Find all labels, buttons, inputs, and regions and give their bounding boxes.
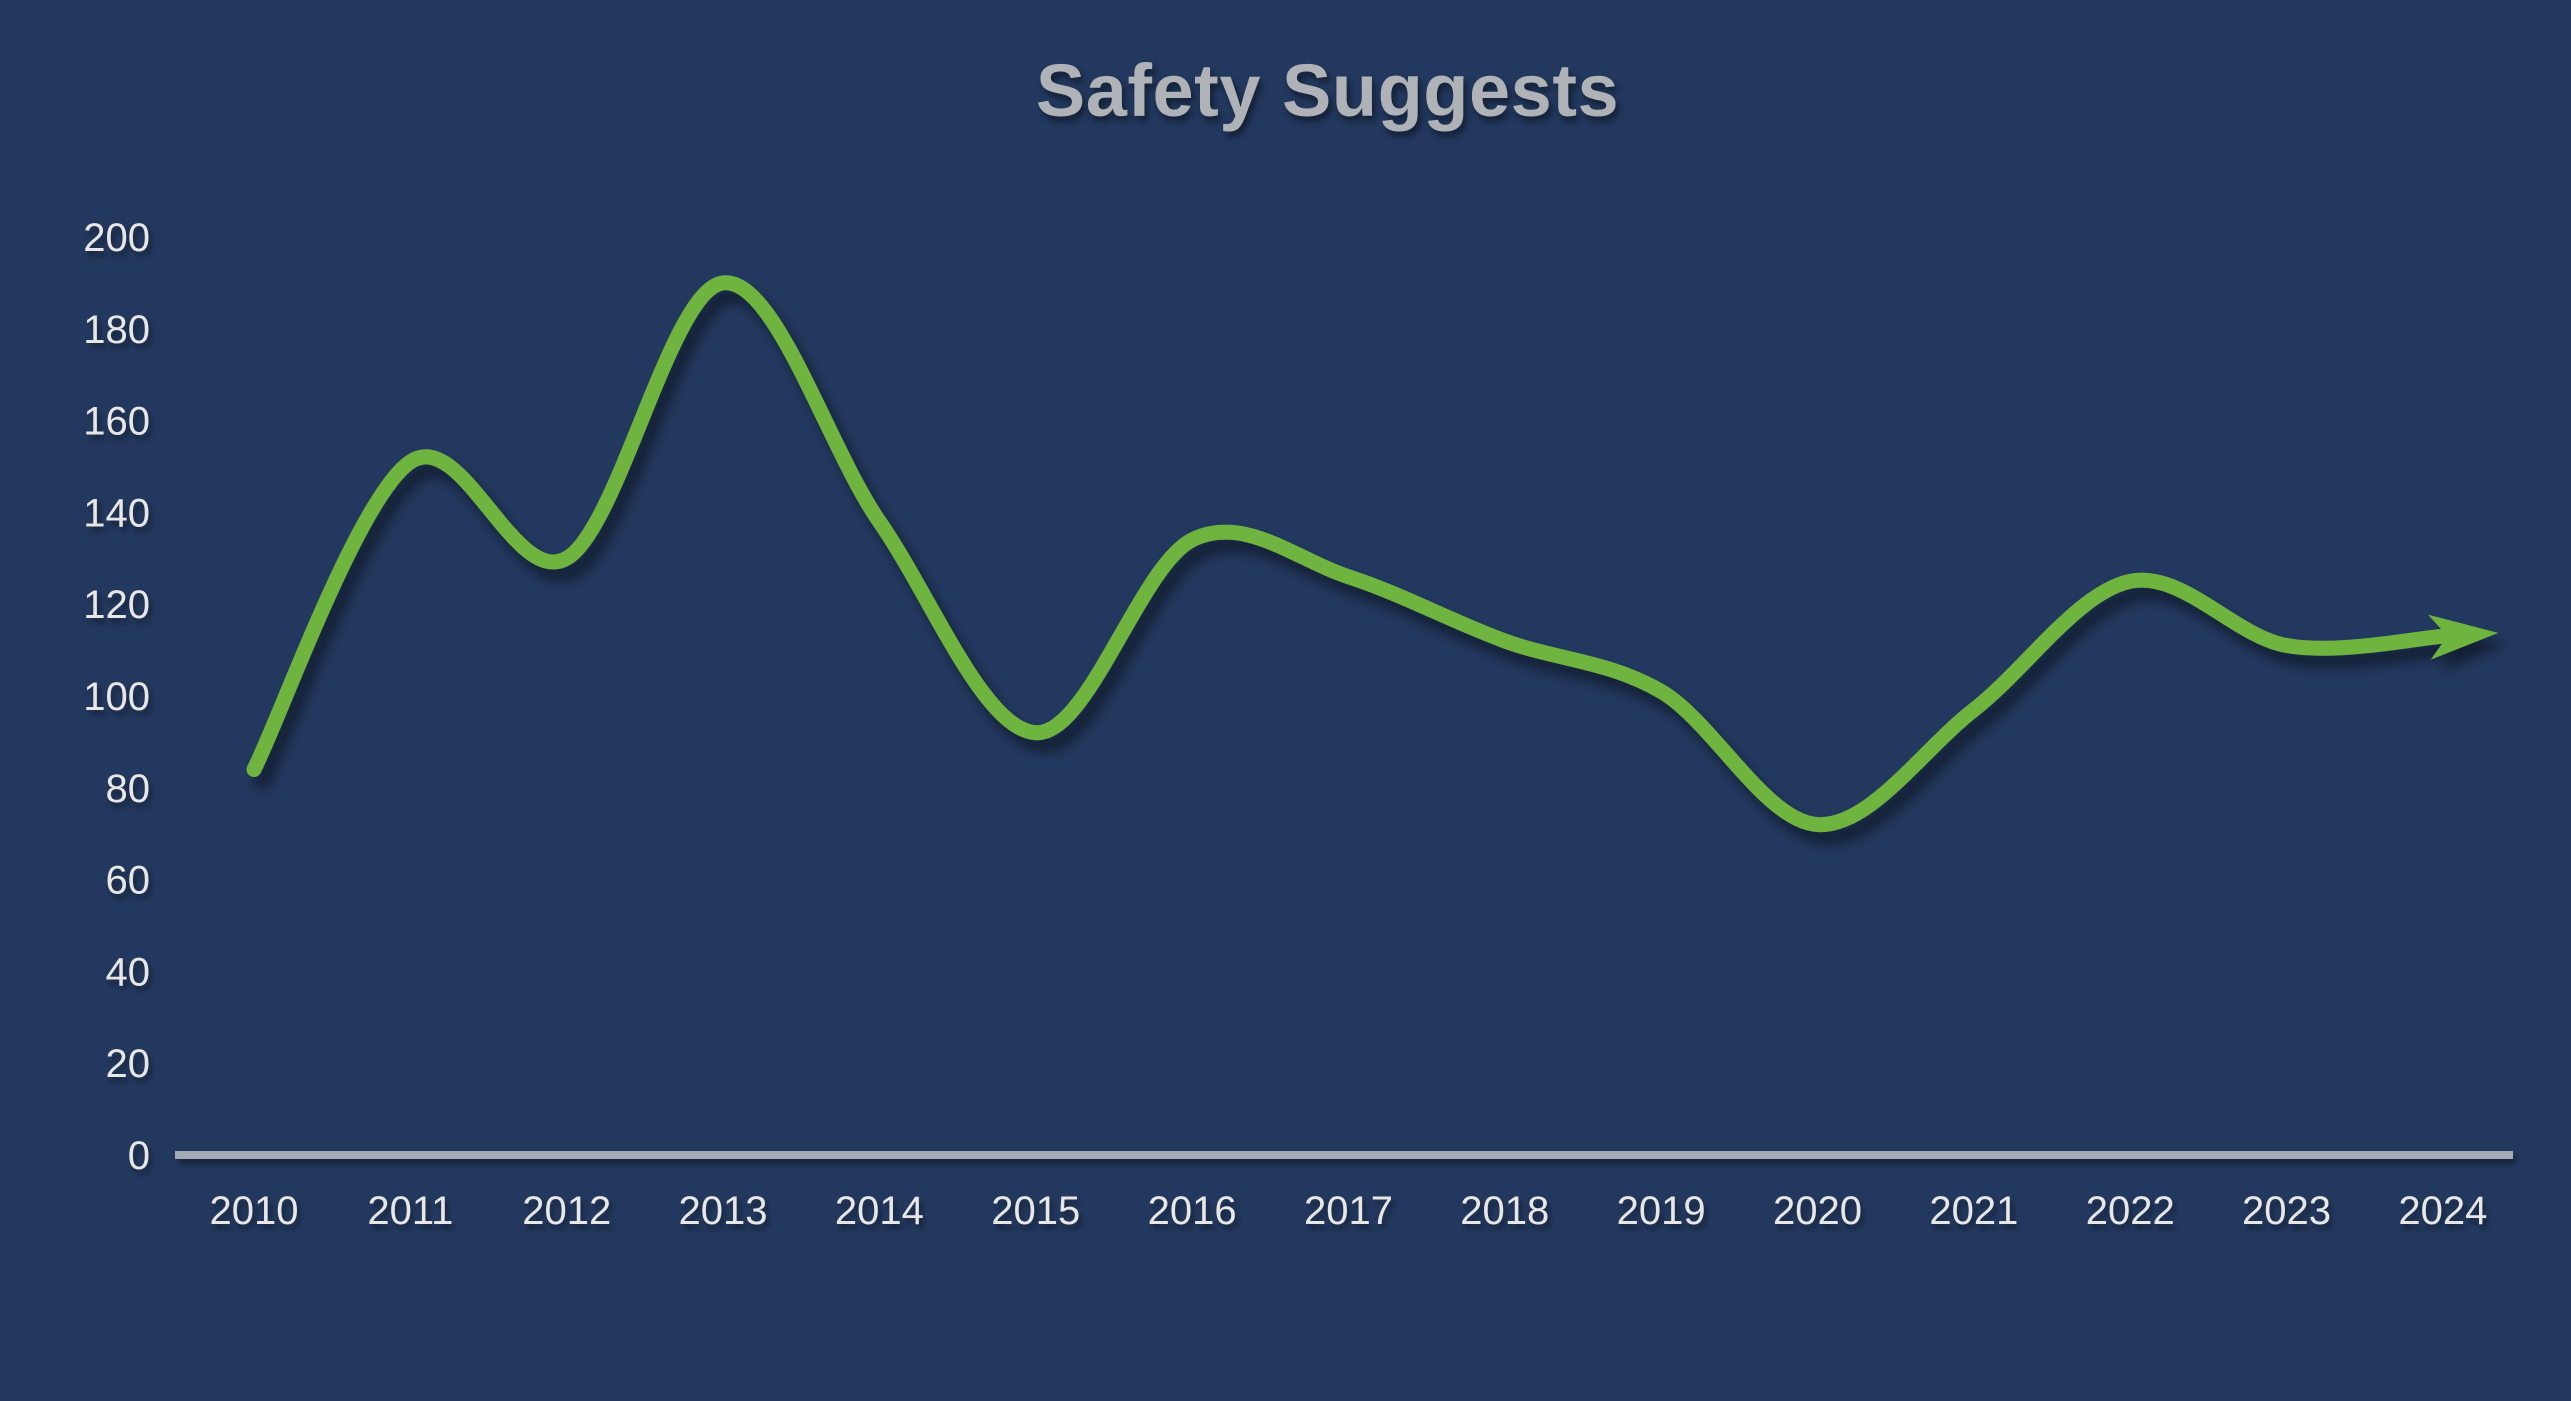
y-tick-label: 200 [83, 216, 150, 260]
x-tick-label: 2010 [210, 1189, 299, 1233]
x-tick-label: 2022 [2086, 1189, 2175, 1233]
x-tick-label: 2013 [679, 1189, 768, 1233]
y-tick-label: 80 [106, 767, 151, 811]
x-tick-label: 2024 [2398, 1189, 2487, 1233]
y-tick-label: 140 [83, 491, 150, 535]
axes: 0 20 40 60 80 100 120 140 160 180 200 2010 2011 2012 2… [83, 216, 2513, 1233]
series-line [246, 275, 2499, 833]
x-tick-label: 2016 [1148, 1189, 1237, 1233]
y-tick-label: 0 [128, 1134, 150, 1178]
y-tick-label: 40 [106, 950, 151, 994]
x-tick-label: 2012 [522, 1189, 611, 1233]
y-tick-label: 180 [83, 308, 150, 352]
y-tick-label: 60 [106, 859, 151, 903]
x-tick-label: 2017 [1304, 1189, 1393, 1233]
y-tick-label: 100 [83, 675, 150, 719]
x-tick-label: 2021 [1929, 1189, 2018, 1233]
x-tick-label: 2015 [991, 1189, 1080, 1233]
x-tick-label: 2011 [367, 1189, 453, 1233]
y-tick-label: 120 [83, 583, 150, 627]
x-tick-label: 2018 [1460, 1189, 1549, 1233]
chart-title: Safety Suggests [1035, 49, 1620, 132]
x-tick-label: 2019 [1617, 1189, 1706, 1233]
x-tick-label: 2020 [1773, 1189, 1862, 1233]
x-tick-label: 2014 [835, 1189, 924, 1233]
y-tick-label: 160 [83, 400, 150, 444]
y-tick-label: 20 [106, 1042, 151, 1086]
x-tick-label: 2023 [2242, 1189, 2331, 1233]
